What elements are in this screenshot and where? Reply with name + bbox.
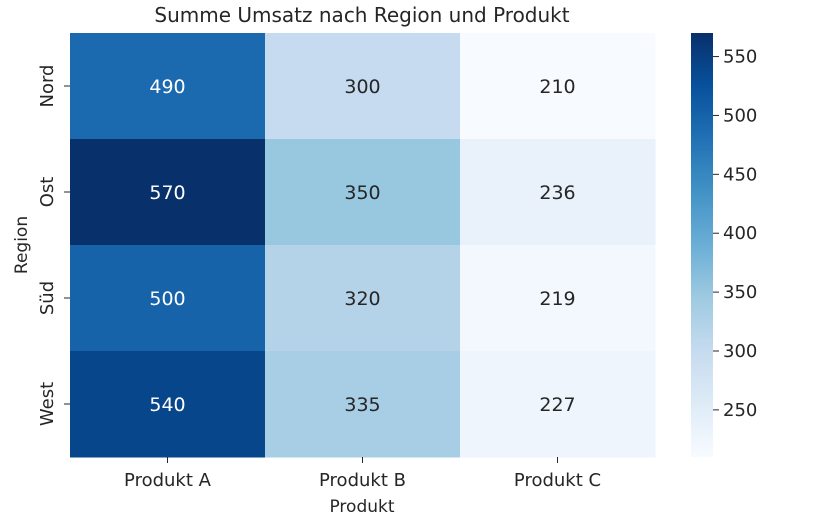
cell-value-label: 540 (149, 394, 185, 416)
heatmap-cell (460, 139, 656, 246)
y-tick-label: Süd (37, 281, 58, 315)
cell-value-label: 219 (539, 288, 575, 310)
colorbar-tick-label: 400 (723, 223, 757, 244)
heatmap-cell (70, 351, 266, 458)
x-axis-ticks: Produkt A Produkt B Produkt C (124, 457, 601, 491)
cell-value-label: 300 (344, 76, 380, 98)
x-tick-label: Produkt A (124, 470, 212, 491)
cell-value-label: 490 (149, 76, 185, 98)
heatmap-cell (265, 33, 461, 140)
colorbar-ticks: 250 300 350 400 450 500 550 (713, 47, 757, 421)
y-axis-label: Region (12, 216, 32, 274)
cell-value-label: 227 (539, 394, 575, 416)
colorbar-tick-label: 500 (723, 105, 757, 126)
chart-title: Summe Umsatz nach Region und Produkt (154, 3, 569, 27)
x-tick-label: Produkt B (319, 470, 406, 491)
heatmap-cell (70, 33, 266, 140)
cell-value-label: 350 (344, 182, 380, 204)
heatmap-cell (460, 351, 656, 458)
x-axis-label: Produkt (329, 497, 394, 517)
heatmap-cell (265, 245, 461, 352)
y-axis-ticks: Nord Ost Süd West (37, 65, 70, 426)
colorbar-tick-label: 250 (723, 400, 757, 421)
y-tick-label: Nord (37, 65, 58, 108)
colorbar-tick-label: 350 (723, 282, 757, 303)
x-tick-label: Produkt C (514, 470, 601, 491)
heatmap-cell (460, 245, 656, 352)
heatmap-cells: 490 300 210 570 350 236 500 320 219 540 335 227 (70, 33, 656, 458)
cell-value-label: 335 (344, 394, 380, 416)
heatmap-cell (460, 33, 656, 140)
cell-value-label: 210 (539, 76, 575, 98)
colorbar-tick-label: 300 (723, 341, 757, 362)
y-tick-label: Ost (37, 177, 58, 208)
cell-value-label: 236 (539, 182, 575, 204)
heatmap-cell (70, 139, 266, 246)
heatmap-cell (265, 139, 461, 246)
y-tick-label: West (37, 382, 58, 426)
colorbar (691, 33, 713, 457)
heatmap-cell (265, 351, 461, 458)
colorbar-tick-label: 450 (723, 164, 757, 185)
colorbar-tick-label: 550 (723, 47, 757, 68)
cell-value-label: 570 (149, 182, 185, 204)
cell-value-label: 320 (344, 288, 380, 310)
heatmap-cell (70, 245, 266, 352)
cell-value-label: 500 (149, 288, 185, 310)
